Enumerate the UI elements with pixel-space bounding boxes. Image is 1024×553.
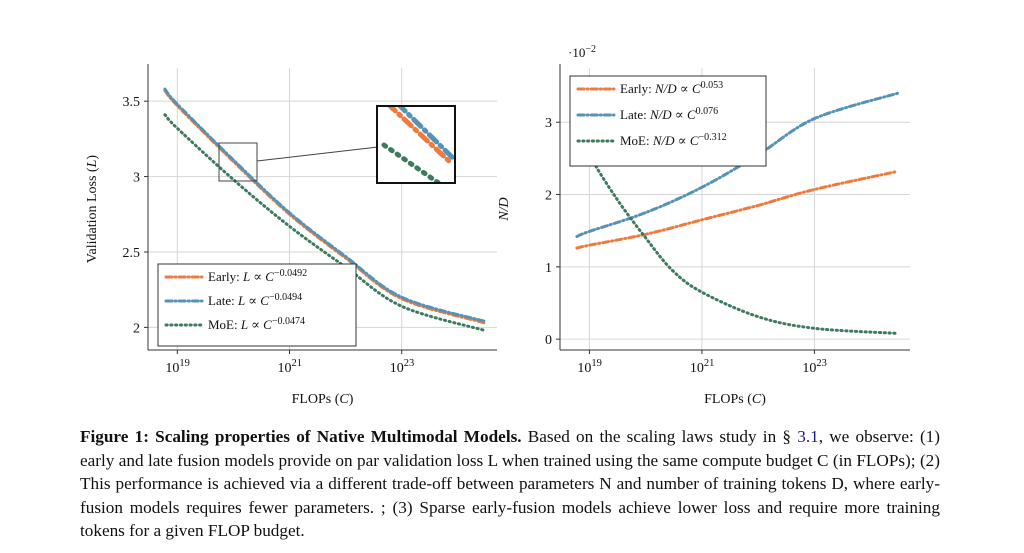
x-tick-label-2: 1023: [802, 358, 827, 376]
series-group: [575, 91, 899, 335]
zoom-inset: [376, 105, 456, 184]
x-tick-label-1: 1021: [278, 358, 303, 376]
legend-box: [569, 75, 767, 167]
series-line-late: [163, 87, 487, 323]
y-axis-multiplier: ·10−2: [568, 44, 596, 60]
y-axis-label: N/D: [497, 197, 512, 221]
left-chart-validation-loss: 2 2.5 3 3.5 1019 1021 1023 FLOPs (C) Validation …: [85, 64, 497, 407]
series-line-late: [575, 91, 899, 238]
right-chart-n-over-d: 0 1 2 3 1019 1021 1023 FLOPs (C) N/D ·10−2 Early: …: [497, 44, 910, 407]
y-tick-label-3: 3: [545, 116, 552, 131]
zoom-connector-line: [256, 146, 379, 162]
zoom-inset-series: [381, 107, 454, 182]
caption-section-ref[interactable]: 3.1: [797, 427, 819, 446]
x-tick-label-1: 1021: [690, 358, 715, 376]
x-axis-label: FLOPs (C): [704, 392, 766, 407]
figure-caption: Figure 1: Scaling properties of Native M…: [80, 425, 940, 543]
x-tick-label-2: 1023: [390, 358, 415, 376]
y-axis-label: Validation Loss (L): [85, 155, 100, 263]
legend-label-early: Early: N/D ∝ C0.053: [620, 80, 723, 96]
series-line-early: [575, 169, 899, 250]
zoom-region-box: [218, 142, 258, 182]
x-tick-label-0: 1019: [577, 358, 602, 376]
legend-label-moe: MoE: N/D ∝ C−0.312: [620, 132, 727, 148]
x-tick-label-0: 1019: [165, 358, 190, 376]
legend-right: Early: N/D ∝ C0.053 Late: N/D ∝ C0.076 MoE…: [569, 75, 767, 167]
caption-label: Figure 1: Scaling properties of Native M…: [80, 427, 522, 446]
x-axis-label: FLOPs (C): [292, 392, 354, 407]
y-tick-label-2: 3: [133, 171, 140, 186]
y-tick-label-3: 3.5: [123, 95, 141, 110]
y-tick-label-2: 2: [545, 189, 552, 204]
y-tick-label-0: 0: [545, 333, 552, 348]
legend-label-early: Early: L ∝ C−0.0492: [208, 268, 307, 284]
zoom-inset-line-late: [397, 107, 454, 163]
legend-box: [157, 263, 357, 347]
series-group: [163, 87, 487, 332]
series-line-moe: [575, 120, 899, 335]
y-tick-label-1: 1: [545, 261, 552, 276]
caption-text-2: , we observe: (1) early and late fusion …: [80, 427, 940, 540]
caption-text-1: Based on the scaling laws study in §: [521, 427, 798, 446]
y-tick-label-0: 2: [133, 321, 140, 336]
zoom-inset-line-early: [387, 107, 453, 165]
legend-label-late: Late: L ∝ C−0.0494: [208, 292, 302, 308]
legend-label-moe: MoE: L ∝ C−0.0474: [208, 316, 305, 332]
legend-label-late: Late: N/D ∝ C0.076: [620, 106, 718, 122]
zoom-inset-line-moe: [381, 142, 442, 182]
series-line-moe: [163, 113, 487, 332]
legend-left: Early: L ∝ C−0.0492 Late: L ∝ C−0.0494 MoE…: [157, 263, 357, 347]
y-tick-label-1: 2.5: [123, 246, 141, 261]
zoom-inset-frame: [376, 105, 456, 184]
